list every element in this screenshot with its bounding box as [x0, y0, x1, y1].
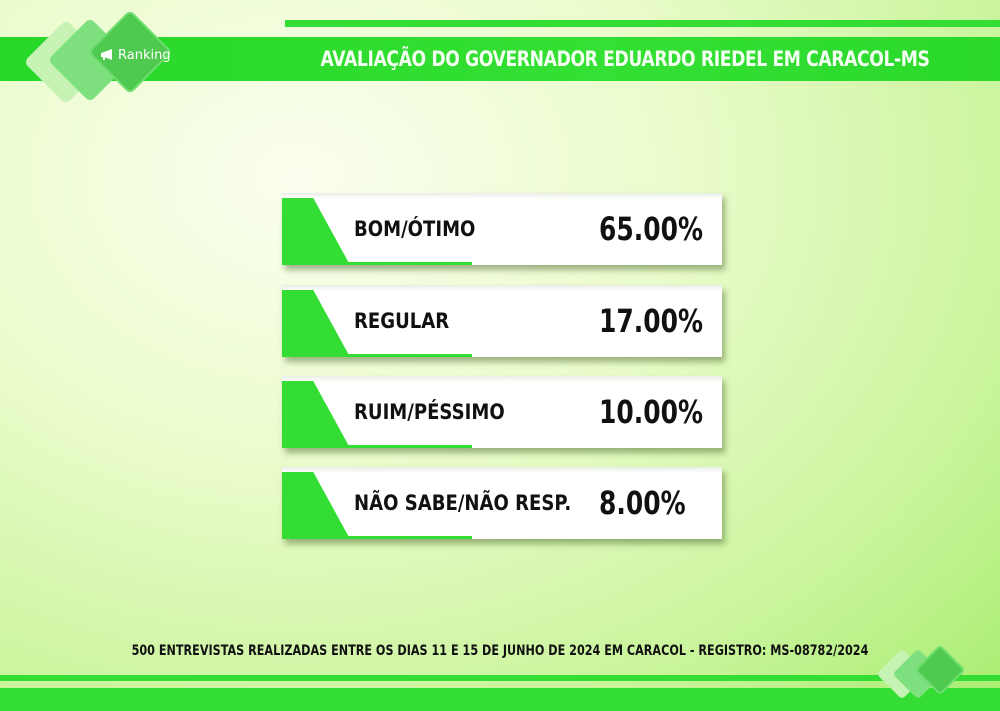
card-bottom-line [282, 354, 472, 357]
card-green-accent [282, 381, 350, 448]
result-label: BOM/ÓTIMO [354, 217, 476, 241]
card-bottom-line [282, 536, 472, 539]
card-top-edge [282, 193, 722, 199]
result-value: 8.00% [599, 484, 686, 522]
footer-band [0, 688, 1000, 711]
result-label: RUIM/PÉSSIMO [354, 400, 505, 424]
card-top-edge [282, 467, 722, 473]
result-label: NÃO SABE/NÃO RESP. [354, 491, 572, 515]
result-value: 17.00% [599, 302, 703, 340]
card-green-accent [282, 290, 350, 357]
result-value: 10.00% [599, 393, 703, 431]
page-title: AVALIAÇÃO DO GOVERNADOR EDUARDO RIEDEL E… [320, 47, 930, 71]
result-card-bom-otimo: BOM/ÓTIMO 65.00% [282, 193, 722, 265]
header-band [0, 37, 1000, 81]
logo: Ranking [100, 46, 171, 66]
logo-text: Ranking [118, 48, 171, 63]
result-card-regular: REGULAR 17.00% [282, 285, 722, 357]
card-green-accent [282, 472, 350, 539]
footer-note: 500 ENTREVISTAS REALIZADAS ENTRE OS DIAS… [131, 643, 869, 659]
megaphone-icon [101, 49, 112, 60]
result-label: REGULAR [354, 309, 450, 333]
card-bottom-line [282, 445, 472, 448]
result-value: 65.00% [599, 210, 703, 248]
result-card-nao-sabe: NÃO SABE/NÃO RESP. 8.00% [282, 467, 722, 539]
card-top-edge [282, 376, 722, 382]
card-bottom-line [282, 262, 472, 265]
card-top-edge [282, 285, 722, 291]
footer-accent-line [0, 675, 1000, 681]
result-card-ruim-pessimo: RUIM/PÉSSIMO 10.00% [282, 376, 722, 448]
card-green-accent [282, 198, 350, 265]
top-accent-line [285, 20, 1000, 27]
